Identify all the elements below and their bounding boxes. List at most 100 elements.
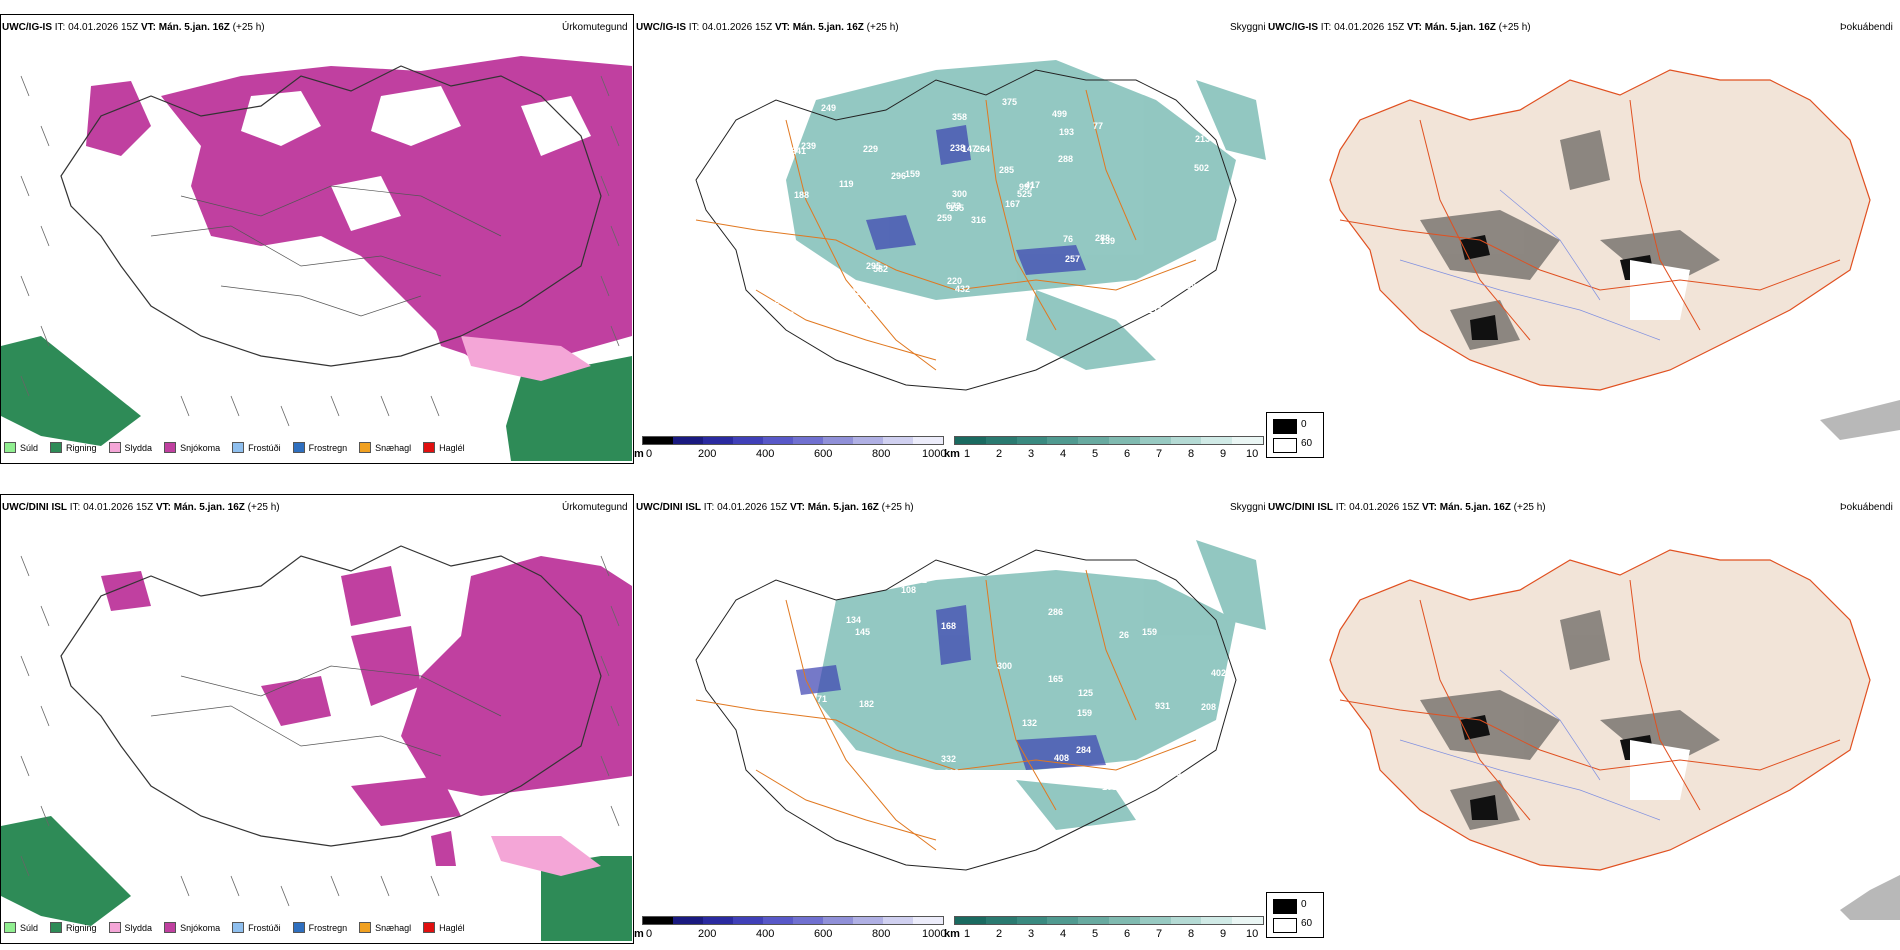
visibility-bar (954, 916, 1264, 925)
legend-swatch (423, 922, 436, 933)
cloud-base-label: 239 (801, 141, 816, 151)
legend-swatch (4, 442, 16, 453)
legend-swatch (164, 922, 177, 933)
tick: 9 (1220, 448, 1227, 460)
tick: 8 (1188, 928, 1195, 940)
cloud-base-label: 103 (1102, 782, 1117, 792)
cloud-base-label: 152 (912, 575, 927, 585)
tick: 10 (1246, 448, 1259, 460)
tick: 4 (1060, 928, 1067, 940)
cloud-base-label: 502 (1194, 163, 1209, 173)
cloud-base-label: 294 (774, 296, 789, 306)
legend-swatch (292, 442, 305, 453)
cloud-base-label: 209 (1166, 768, 1181, 778)
tick: 1000 (922, 928, 947, 940)
fog-low-label: 0 (1301, 899, 1307, 910)
tick: 2 (996, 928, 1003, 940)
cloud-base-label: 841 (791, 146, 806, 156)
precip-type-map-top (1, 56, 632, 461)
legend-item-slydda: Slydda (108, 442, 152, 453)
panel-title-bottom-3: UWC/DINI ISL IT: 04.01.2026 15Z VT: Mán.… (1268, 502, 1546, 513)
cloud-base-label: 164 (736, 625, 751, 635)
cloud-base-label: 146 (1187, 305, 1202, 315)
cloud-base-label: 997 (1019, 182, 1034, 192)
cloud-unit: m (634, 928, 644, 940)
cloud-base-label: 231 (851, 287, 866, 297)
legend-swatch (292, 922, 305, 933)
map-frame (0, 494, 634, 944)
cloud-base-label: 386 (774, 285, 789, 295)
legend-item-slydda: Slydda (108, 922, 152, 933)
tick: 200 (698, 928, 717, 940)
cloud-base-label: 218 (944, 768, 959, 778)
cloud-base-label: 375 (1002, 97, 1017, 107)
panel-title-bottom-1: UWC/DINI ISL IT: 04.01.2026 15Z VT: Mán.… (2, 502, 280, 513)
cloud-base-label: 167 (1005, 199, 1020, 209)
cloud-base-label: 182 (859, 699, 874, 709)
cloud-base-label: 134 (846, 615, 861, 625)
vis-unit: km (944, 928, 960, 940)
cloud-base-label: 257 (1065, 254, 1080, 264)
cloud-base-label: 229 (863, 144, 878, 154)
cloud-base-label: 77 (1093, 121, 1103, 131)
cloud-base-label: 28 (851, 574, 861, 584)
legend-item-haglel: Haglél (423, 922, 465, 933)
cloud-base-label: 264 (975, 144, 990, 154)
cloud-base-label: 288 (1058, 154, 1073, 164)
cloud-base-label: 123 (779, 310, 794, 320)
cloud-base-label: 286 (1048, 607, 1063, 617)
fog-high-label: 60 (1301, 918, 1313, 929)
cloud-base-label: 499 (1052, 109, 1067, 119)
legend-item-rigning: Rigning (50, 442, 97, 453)
cloud-base-label: 145 (855, 627, 870, 637)
cloud-base-label: 284 (1076, 745, 1091, 755)
cloud-base-label: 358 (952, 112, 967, 122)
legend-swatch (423, 442, 436, 453)
tick: 800 (872, 928, 891, 940)
fog-swatch-high (1273, 438, 1297, 453)
cloud-base-label: 408 (1054, 753, 1069, 763)
cloud-base-label: 159 (1077, 708, 1092, 718)
legend-item-frostudi: Frostúði (232, 922, 281, 933)
cloud-base-label: 159 (905, 169, 920, 179)
panel-name-precip-type-top: Úrkomutegund (562, 22, 628, 33)
cloud-base-label: 417 (1025, 180, 1040, 190)
cloud-base-label: 295 (866, 261, 881, 271)
cloud-base-label: 193 (1059, 127, 1074, 137)
fog-high-label: 60 (1301, 438, 1313, 449)
panel-name-fog-top: Þokuábendi (1840, 22, 1893, 33)
cloud-base-label: 121 (864, 302, 879, 312)
panel-name-cloud-bottom: Skyggni (1230, 502, 1266, 513)
fog-legend-top: 0 60 (1266, 412, 1324, 458)
precip-type-map-bottom (1, 545, 632, 941)
tick: 1000 (922, 448, 947, 460)
tick: 800 (872, 448, 891, 460)
cloud-base-label: 168 (941, 621, 956, 631)
map-frame (0, 14, 634, 464)
cloud-base-label: 254 (775, 734, 790, 744)
panel-title-top-1: UWC/IG-IS IT: 04.01.2026 15Z VT: Mán. 5.… (2, 22, 265, 33)
tick: 5 (1092, 448, 1099, 460)
fog-map-top (1329, 69, 1900, 440)
cloud-base-label: 249 (821, 103, 836, 113)
panel-name-fog-bottom: Þokuábendi (1840, 502, 1893, 513)
tick: 600 (814, 928, 833, 940)
panel-name-cloud-top: Skyggni (1230, 22, 1266, 33)
wind-barbs (20, 555, 620, 907)
precip-type-panel-bottom (0, 492, 634, 944)
legend-item-snjokoma: Snjókoma (164, 442, 220, 453)
cloud-base-label: 208 (1201, 702, 1216, 712)
fog-swatch-low (1273, 899, 1297, 914)
cloud-base-label: 213 (1195, 134, 1210, 144)
tick: 3 (1028, 928, 1035, 940)
tick: 1 (964, 448, 971, 460)
tick: 6 (1124, 448, 1131, 460)
panel-title-top-3: UWC/IG-IS IT: 04.01.2026 15Z VT: Mán. 5.… (1268, 22, 1531, 33)
tick: 0 (646, 448, 653, 460)
legend-swatch (108, 442, 121, 453)
legend-item-rigning: Rigning (50, 922, 97, 933)
legend-item-haglel: Haglél (423, 442, 465, 453)
tick: 200 (698, 448, 717, 460)
cloud-base-label: 300 (997, 661, 1012, 671)
cloud-base-label: 316 (971, 215, 986, 225)
